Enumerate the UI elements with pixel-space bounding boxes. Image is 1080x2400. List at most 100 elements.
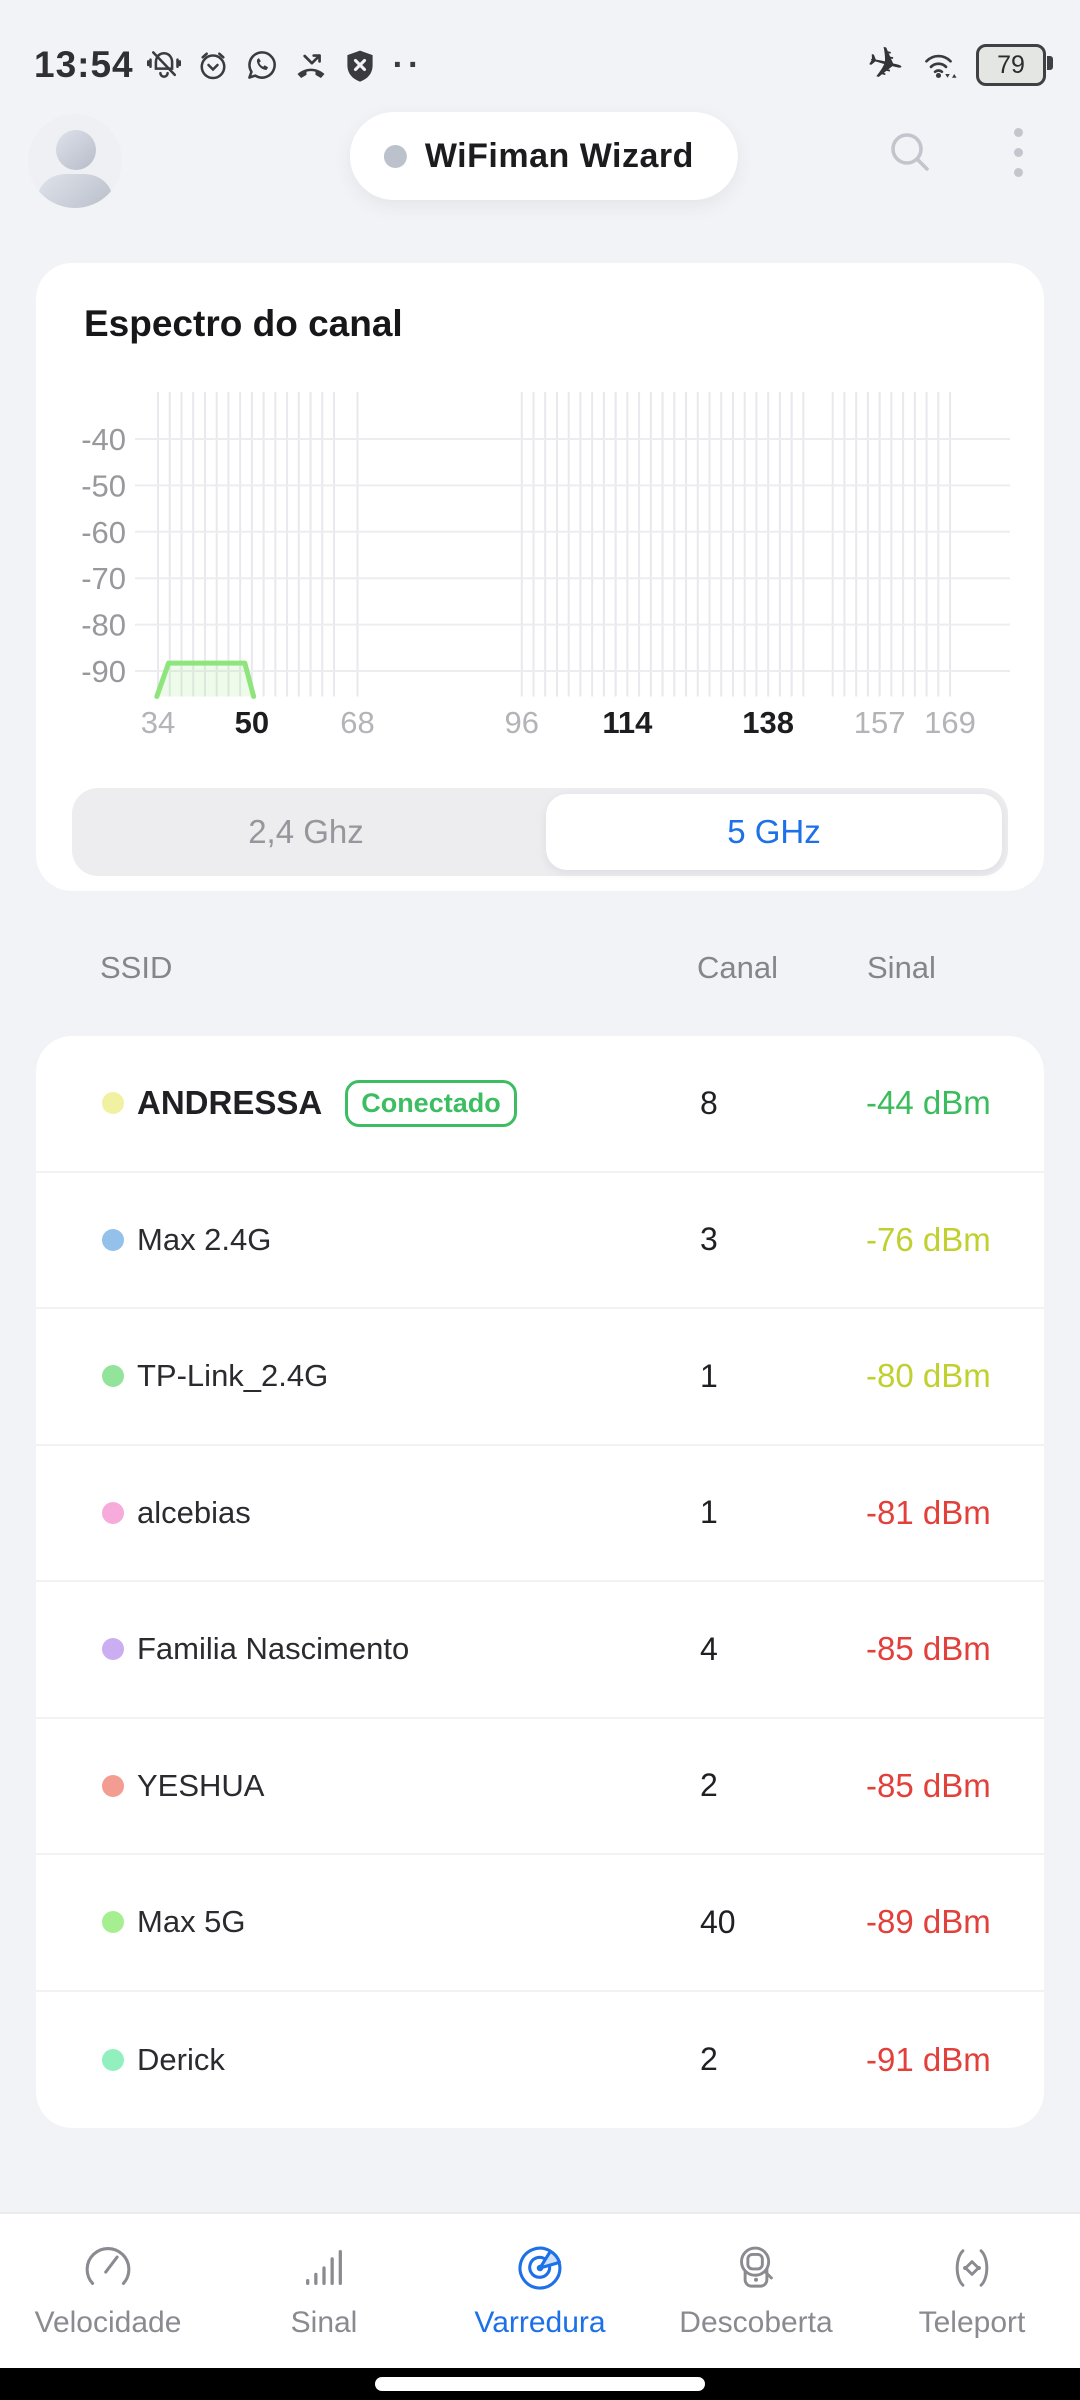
notification-icons: ··	[144, 45, 424, 85]
active-segment-pill	[546, 794, 1002, 870]
network-row-familia-nascimento[interactable]: Familia Nascimento 4 -85 dBm	[36, 1582, 1044, 1719]
signal-value: -44 dBm	[866, 1084, 991, 1122]
signal-value: -80 dBm	[866, 1357, 991, 1395]
app-header: WiFiman Wizard	[0, 104, 1080, 240]
teleport-icon	[942, 2238, 1002, 2298]
channel-value: 2	[700, 1767, 718, 1804]
clock: 13:54	[34, 44, 134, 85]
connected-badge: Conectado	[345, 1079, 517, 1127]
svg-text:169: 169	[924, 705, 976, 740]
signal-bars-icon	[294, 2238, 354, 2298]
status-right-icons: ✈ 79	[862, 36, 1053, 93]
ssid-color-dot-icon	[102, 1092, 124, 1115]
ssid-color-dot-icon	[102, 1501, 124, 1524]
svg-text:114: 114	[602, 705, 653, 740]
ssid-color-dot-icon	[102, 1638, 124, 1661]
nav-label: Teleport	[918, 2306, 1026, 2339]
alarm-icon	[193, 45, 233, 85]
channel-spectrum-card: Espectro do canal -40 -50 -60 -70 -80 -90 34 50…	[36, 263, 1044, 891]
speedometer-icon	[78, 2238, 138, 2298]
header-channel: Canal	[697, 950, 778, 985]
shield-x-icon	[340, 45, 380, 85]
network-row-alcebias[interactable]: alcebias 1 -81 dBm	[36, 1446, 1044, 1582]
status-bar: 13:54	[0, 0, 1080, 104]
svg-text:138: 138	[742, 705, 794, 740]
signal-value: -76 dBm	[866, 1220, 991, 1258]
ssid-name: YESHUA	[137, 1767, 265, 1803]
bottom-navigation: Velocidade Sinal Varredura Descoberta Telepo…	[0, 2212, 1080, 2370]
vibrate-off-icon	[144, 45, 184, 85]
channel-value: 3	[700, 1221, 718, 1258]
nav-item-descoberta[interactable]: Descoberta	[648, 2214, 864, 2370]
signal-value: -91 dBm	[866, 2040, 991, 2078]
network-row-yeshua[interactable]: YESHUA 2 -85 dBm	[36, 1719, 1044, 1855]
signal-value: -89 dBm	[866, 1903, 991, 1941]
wifi-icon	[916, 43, 964, 87]
svg-text:34: 34	[141, 705, 175, 740]
card-title: Espectro do canal	[84, 303, 403, 344]
avatar[interactable]	[28, 114, 122, 208]
network-row-andressa[interactable]: ANDRESSA Conectado 8 -44 dBm	[36, 1036, 1044, 1173]
ssid-color-dot-icon	[102, 1365, 124, 1388]
header-ssid: SSID	[100, 950, 173, 985]
svg-text:96: 96	[505, 705, 539, 740]
svg-text:50: 50	[235, 705, 269, 740]
svg-text:157: 157	[854, 705, 906, 740]
channel-value: 8	[700, 1084, 718, 1121]
radar-icon	[510, 2238, 570, 2298]
header-signal: Sinal	[867, 950, 936, 985]
ssid-name: TP-Link_2.4G	[137, 1358, 329, 1394]
status-dot-icon	[383, 144, 407, 168]
ssid-name: alcebias	[137, 1494, 251, 1530]
ssid-color-dot-icon	[102, 1228, 124, 1251]
nav-label: Varredura	[474, 2306, 606, 2339]
signal-value: -81 dBm	[866, 1493, 991, 1531]
ssid-color-dot-icon	[102, 2048, 124, 2071]
airplane-mode-icon: ✈	[861, 36, 910, 93]
svg-text:-40: -40	[81, 422, 126, 457]
svg-text:-90: -90	[81, 654, 126, 689]
nav-item-teleport[interactable]: Teleport	[864, 2214, 1080, 2370]
signal-value: -85 dBm	[866, 1766, 991, 1804]
band-segmented-control: 2,4 Ghz 5 GHz	[72, 788, 1008, 876]
nav-label: Velocidade	[34, 2306, 182, 2339]
ssid-name: Derick	[137, 2041, 225, 2077]
ssid-color-dot-icon	[102, 1774, 124, 1797]
kebab-menu-icon[interactable]	[998, 122, 1038, 182]
channel-value: 4	[700, 1630, 718, 1667]
discovery-icon	[726, 2238, 786, 2298]
battery-percent: 79	[997, 50, 1025, 79]
network-row-derick[interactable]: Derick 2 -91 dBm	[36, 1992, 1044, 2129]
ssid-name: Familia Nascimento	[137, 1631, 410, 1667]
svg-text:-80: -80	[81, 608, 126, 643]
nav-item-sinal[interactable]: Sinal	[216, 2214, 432, 2370]
network-table: ANDRESSA Conectado 8 -44 dBm Max 2.4G 3 -76 dB…	[36, 1036, 1044, 2128]
whatsapp-icon	[242, 45, 282, 85]
network-row-max-2-4g[interactable]: Max 2.4G 3 -76 dBm	[36, 1173, 1044, 1309]
channel-value: 40	[700, 1903, 736, 1940]
band-2-4ghz-tab[interactable]: 2,4 Ghz	[248, 813, 364, 850]
spectrum-chart: -40 -50 -60 -70 -80 -90 34 50 68 96 114 138 157 169	[81, 392, 1010, 740]
battery-icon: 79	[976, 44, 1053, 86]
nav-label: Sinal	[290, 2306, 358, 2339]
app-title: WiFiman Wizard	[424, 136, 694, 175]
search-icon[interactable]	[884, 126, 936, 178]
nav-label: Descoberta	[679, 2306, 833, 2339]
ssid-name: ANDRESSA	[137, 1084, 323, 1122]
channel-value: 1	[700, 1357, 718, 1394]
nav-item-velocidade[interactable]: Velocidade	[0, 2214, 216, 2370]
network-list-header: SSID Canal Sinal	[0, 938, 1080, 998]
channel-value: 1	[700, 1494, 718, 1531]
network-row-tp-link-2-4g[interactable]: TP-Link_2.4G 1 -80 dBm	[36, 1309, 1044, 1446]
ssid-color-dot-icon	[102, 1911, 124, 1934]
home-indicator[interactable]	[375, 2377, 705, 2391]
missed-call-icon	[291, 45, 331, 85]
app-title-pill[interactable]: WiFiman Wizard	[349, 112, 738, 200]
signal-value: -85 dBm	[866, 1630, 991, 1668]
band-5ghz-tab[interactable]: 5 GHz	[727, 813, 821, 850]
network-row-max-5g[interactable]: Max 5G 40 -89 dBm	[36, 1855, 1044, 1992]
svg-text:68: 68	[340, 705, 374, 740]
svg-text:-50: -50	[81, 468, 126, 503]
nav-item-varredura[interactable]: Varredura	[432, 2214, 648, 2370]
